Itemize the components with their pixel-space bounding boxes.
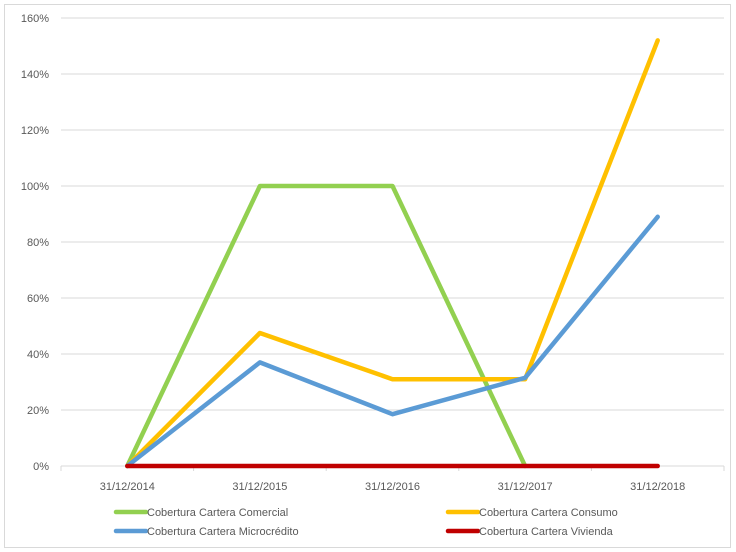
series-line-cobertura-cartera-comercial — [125, 183, 528, 469]
legend-label-cobertura-cartera-comercial: Cobertura Cartera Comercial — [147, 507, 288, 519]
y-tick-label: 100% — [21, 181, 49, 193]
y-tick-label: 60% — [27, 293, 49, 305]
x-tick-label: 31/12/2018 — [630, 481, 685, 493]
series-line-cobertura-cartera-consumo — [125, 38, 660, 469]
y-tick-label: 40% — [27, 349, 49, 361]
y-axis-ticks: 0% 20% 40% 60% 80% 100% 120% 140% 160% — [21, 13, 49, 473]
y-tick-label: 120% — [21, 125, 49, 137]
y-tick-label: 80% — [27, 237, 49, 249]
y-tick-label: 160% — [21, 13, 49, 25]
x-tick-label: 31/12/2015 — [232, 481, 287, 493]
legend-label-cobertura-cartera-consumo: Cobertura Cartera Consumo — [479, 507, 618, 519]
series-line-cobertura-cartera-microcredito — [125, 214, 660, 469]
legend: Cobertura Cartera Comercial Cobertura Car… — [113, 507, 618, 538]
x-tick-label: 31/12/2017 — [498, 481, 553, 493]
legend-label-cobertura-cartera-vivienda: Cobertura Cartera Vivienda — [479, 526, 614, 538]
x-tick-label: 31/12/2014 — [100, 481, 155, 493]
y-tick-label: 140% — [21, 69, 49, 81]
legend-label-cobertura-cartera-microcredito: Cobertura Cartera Microcrédito — [147, 526, 299, 538]
y-tick-label: 20% — [27, 405, 49, 417]
series-lines — [125, 38, 660, 469]
x-axis-ticks: 31/12/2014 31/12/2015 31/12/2016 31/12/2017… — [100, 481, 685, 493]
x-tick-label: 31/12/2016 — [365, 481, 420, 493]
gridlines — [60, 17, 725, 471]
y-tick-label: 0% — [33, 461, 49, 473]
